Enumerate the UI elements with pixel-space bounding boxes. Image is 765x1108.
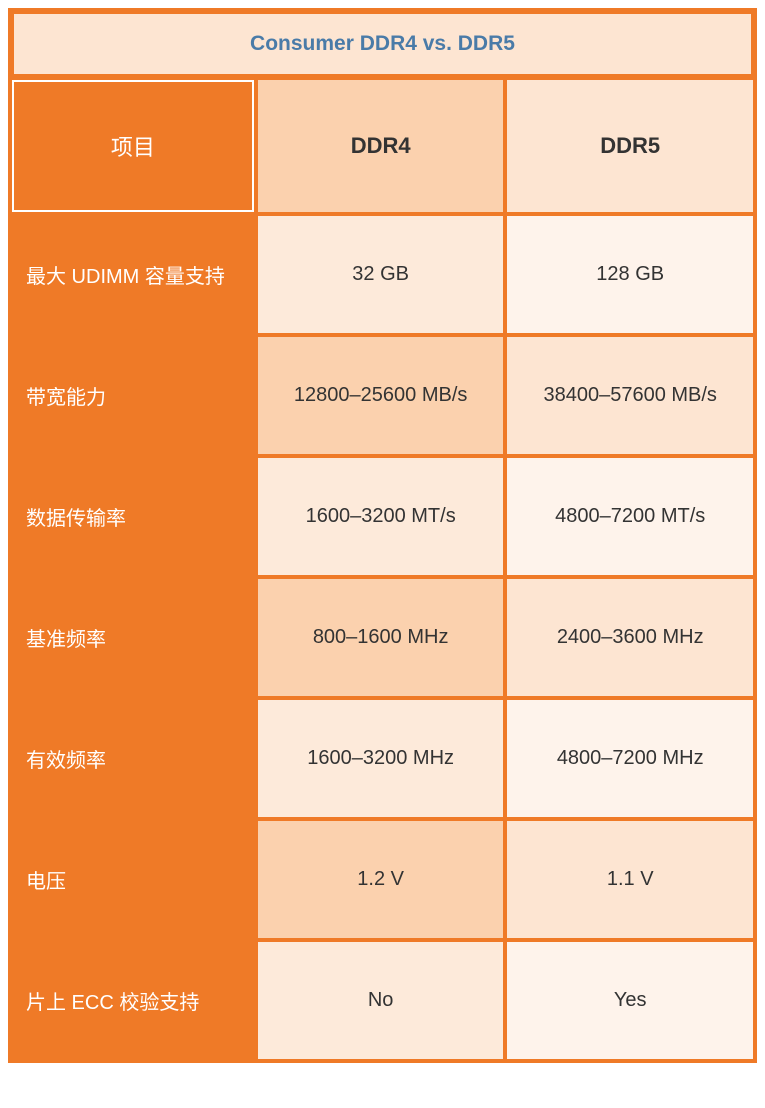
header-col-ddr4: DDR4	[258, 80, 504, 212]
table-row: 有效频率 1600–3200 MHz 4800–7200 MHz	[12, 700, 753, 817]
row-ddr4-value: 1.2 V	[258, 821, 504, 938]
table-row: 电压 1.2 V 1.1 V	[12, 821, 753, 938]
comparison-table: Consumer DDR4 vs. DDR5 项目 DDR4 DDR5 最大 U…	[8, 8, 757, 1063]
comparison-table-wrapper: Consumer DDR4 vs. DDR5 项目 DDR4 DDR5 最大 U…	[0, 0, 765, 1071]
table-row: 数据传输率 1600–3200 MT/s 4800–7200 MT/s	[12, 458, 753, 575]
row-ddr4-value: 800–1600 MHz	[258, 579, 504, 696]
table-row: 带宽能力 12800–25600 MB/s 38400–57600 MB/s	[12, 337, 753, 454]
row-label: 带宽能力	[12, 337, 254, 454]
row-ddr5-value: 4800–7200 MHz	[507, 700, 753, 817]
row-ddr4-value: 32 GB	[258, 216, 504, 333]
table-title: Consumer DDR4 vs. DDR5	[12, 12, 753, 76]
row-label: 电压	[12, 821, 254, 938]
row-ddr4-value: 12800–25600 MB/s	[258, 337, 504, 454]
row-ddr5-value: 1.1 V	[507, 821, 753, 938]
table-row: 最大 UDIMM 容量支持 32 GB 128 GB	[12, 216, 753, 333]
header-col-label: 项目	[12, 80, 254, 212]
row-ddr4-value: No	[258, 942, 504, 1059]
row-label: 数据传输率	[12, 458, 254, 575]
header-col-ddr5: DDR5	[507, 80, 753, 212]
row-ddr4-value: 1600–3200 MT/s	[258, 458, 504, 575]
table-row: 基准频率 800–1600 MHz 2400–3600 MHz	[12, 579, 753, 696]
row-ddr4-value: 1600–3200 MHz	[258, 700, 504, 817]
table-row: 片上 ECC 校验支持 No Yes	[12, 942, 753, 1059]
row-label: 片上 ECC 校验支持	[12, 942, 254, 1059]
row-label: 有效频率	[12, 700, 254, 817]
row-ddr5-value: 38400–57600 MB/s	[507, 337, 753, 454]
row-ddr5-value: Yes	[507, 942, 753, 1059]
table-title-row: Consumer DDR4 vs. DDR5	[12, 12, 753, 76]
row-ddr5-value: 128 GB	[507, 216, 753, 333]
row-ddr5-value: 2400–3600 MHz	[507, 579, 753, 696]
row-label: 最大 UDIMM 容量支持	[12, 216, 254, 333]
row-ddr5-value: 4800–7200 MT/s	[507, 458, 753, 575]
row-label: 基准频率	[12, 579, 254, 696]
table-header-row: 项目 DDR4 DDR5	[12, 80, 753, 212]
